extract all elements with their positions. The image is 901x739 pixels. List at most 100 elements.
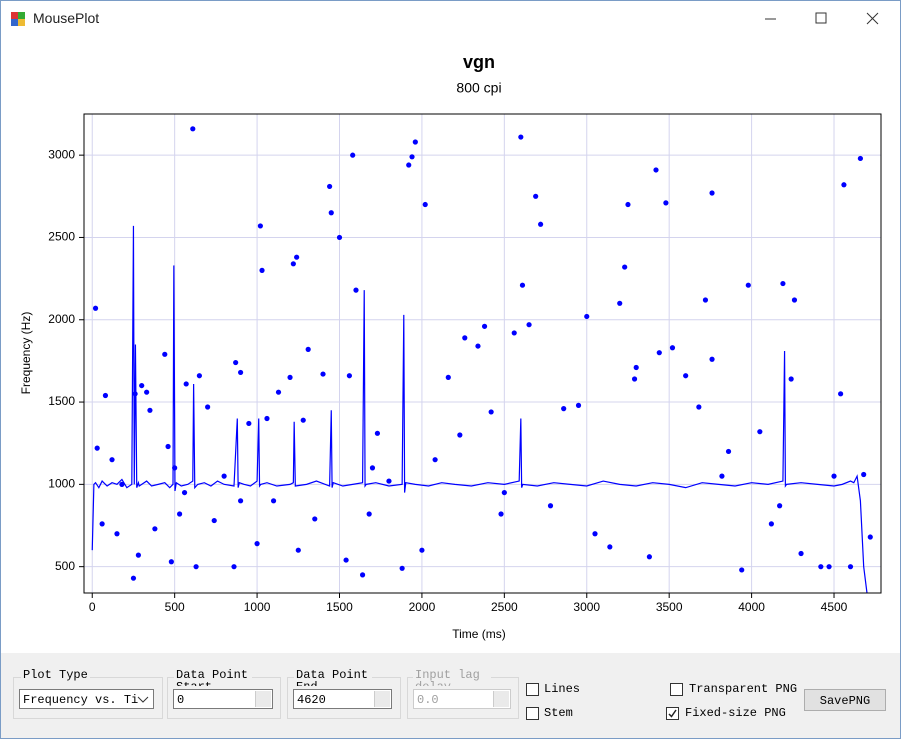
data-point [359,572,366,578]
data-point [94,445,100,451]
data-point [617,300,623,306]
app-icon [11,19,18,26]
data-point [669,345,676,351]
data-point [584,313,590,320]
data-point [867,534,873,540]
data-point [841,182,847,188]
data-point [254,541,260,547]
data-point [99,521,105,527]
data-point [366,511,372,517]
data-point [327,183,333,190]
data-point [147,407,153,413]
data-point [838,391,844,397]
data-point [135,552,141,558]
checkbox[interactable] [666,707,679,720]
close-button[interactable] [866,12,879,25]
data-point [139,382,145,389]
data-line [91,225,868,594]
title-bar: MousePlot [1,1,900,35]
data-point [231,564,237,570]
data-point [162,351,168,357]
group-label: Plot Type [21,669,90,686]
x-tick-label: 500 [165,600,185,614]
data-point [144,389,150,395]
save-button[interactable]: SavePNG [804,689,886,711]
check-mark [668,709,677,718]
checkbox-label: Fixed-size PNG [685,706,786,720]
data-point [462,335,468,341]
data-point [205,404,211,410]
data-point [119,481,125,487]
x-axis-label: Time (ms) [452,627,506,641]
spinner[interactable] [255,691,271,707]
data-point [709,356,715,362]
data-point [847,564,854,570]
checkbox-label: Lines [544,682,581,696]
data-point [412,139,418,145]
x-tick-label: 1500 [326,600,353,614]
data-point [663,200,669,206]
start-input[interactable]: 0 [173,689,273,709]
data-point [386,478,392,484]
x-tick-label: 2500 [491,600,518,614]
checkbox-label: Transparent PNG [689,682,798,696]
data-point [300,417,306,423]
checkbox-label: Stem [544,706,573,720]
checkbox[interactable] [526,707,539,720]
data-point [445,374,451,380]
data-point [646,554,653,560]
data-point [519,282,526,288]
combo-value: Frequency vs. Ti [23,693,139,707]
x-tick-label: 4500 [821,600,848,614]
y-tick-label: 3000 [48,147,75,161]
data-point [518,134,524,140]
data-point [422,201,428,208]
data-point [501,489,507,496]
data-point [656,350,662,356]
data-point [168,559,174,565]
data-point [625,201,631,208]
data-point [780,280,786,287]
data-point [237,369,244,376]
data-point [211,517,217,524]
data-point [538,221,544,227]
data-point [457,432,463,438]
data-point [607,544,613,550]
end-input[interactable]: 4620 [293,689,392,709]
plot-type-combo[interactable]: Frequency vs. Ti [19,689,154,709]
checkbox[interactable] [526,683,539,696]
maximize-button[interactable] [815,12,827,24]
data-point [190,126,196,132]
data-point [312,516,318,522]
data-point [320,371,326,377]
data-point [696,404,702,410]
data-point [826,564,832,570]
data-point [237,498,244,504]
data-point [818,564,824,570]
data-point [102,392,109,399]
data-point [246,420,252,427]
data-point [702,297,709,303]
data-point [725,448,732,455]
y-axis-label: Frequency (Hz) [19,312,33,395]
data-point [475,343,481,349]
data-point [745,282,751,288]
data-point [294,254,300,260]
spinner[interactable] [374,691,390,707]
data-point [633,364,639,371]
x-tick-label: 1000 [244,600,271,614]
group-label: Data Point Start [174,669,252,686]
data-point [114,531,120,537]
spinner [493,691,509,707]
data-point [498,511,504,517]
data-point [295,547,301,553]
chart: vgn 800 cpi Time (ms) Frequency (Hz) 500… [19,52,882,641]
data-point [350,152,356,158]
chart-title: vgn [463,52,495,72]
data-point [270,498,277,504]
data-point [406,162,412,168]
data-point [777,503,783,509]
group-label: Input lag delay [413,669,491,686]
checkbox[interactable] [670,683,683,696]
